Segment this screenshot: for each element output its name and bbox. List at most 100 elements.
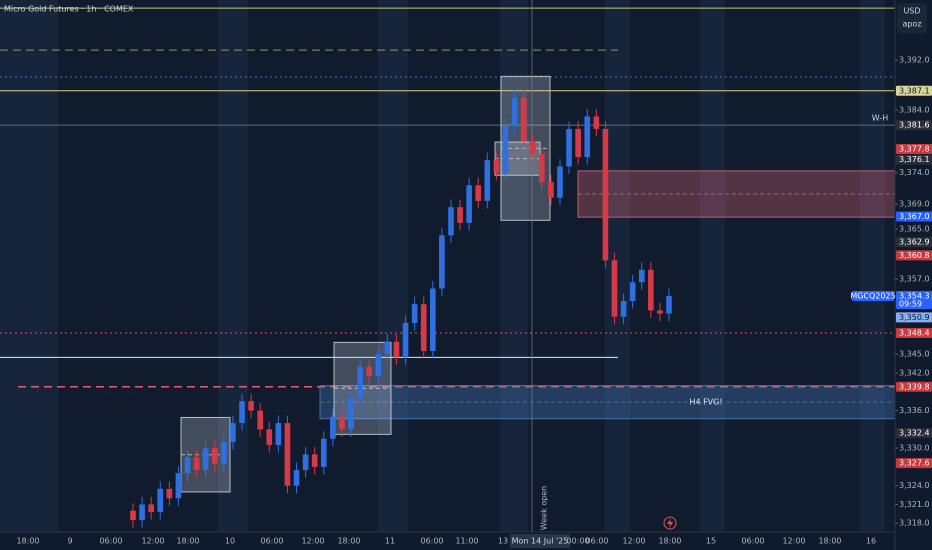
price-badge-label: 3,360.8 xyxy=(899,251,930,260)
x-tick-label: 15 xyxy=(706,537,716,546)
x-tick-label: 11:00 xyxy=(455,537,478,546)
candle-body xyxy=(611,260,618,317)
candle-body xyxy=(148,504,154,512)
price-badge-label: 3,350.9 xyxy=(899,313,930,322)
candle-body xyxy=(439,235,445,289)
week-open-label: Week open xyxy=(540,486,549,530)
y-tick-label: 3,369.0 xyxy=(899,200,930,209)
price-badge xyxy=(896,211,932,222)
session-band xyxy=(500,0,528,532)
fvg-label: H4 FVG! xyxy=(689,398,722,407)
candle-body xyxy=(420,304,427,352)
candle-body xyxy=(529,141,536,154)
candle-body xyxy=(175,473,182,499)
candle-body xyxy=(239,401,245,424)
x-tick-label: Mon 14 Jul '25 xyxy=(512,537,569,546)
y-tick-label: 3,357.0 xyxy=(899,275,930,284)
candle-body xyxy=(375,354,382,377)
y-tick-label: 3,384.0 xyxy=(899,106,930,115)
candle-body xyxy=(457,207,463,223)
price-badge-label: 3,381.6 xyxy=(899,121,930,130)
price-badge-label: 3,348.4 xyxy=(899,328,930,337)
candle-body xyxy=(502,125,509,173)
candle-body xyxy=(266,429,273,446)
currency-box[interactable] xyxy=(897,3,927,33)
x-tick-label: 18:00 xyxy=(337,537,360,546)
candle-body xyxy=(202,448,209,471)
candle-body xyxy=(130,510,136,521)
x-tick-label: 06:00 xyxy=(585,537,608,546)
x-tick-label: 18:00 xyxy=(176,537,199,546)
candle-body xyxy=(221,441,227,464)
price-badge xyxy=(896,327,932,338)
candle-body xyxy=(666,296,672,314)
price-badge xyxy=(896,428,932,439)
candle-body xyxy=(466,185,472,223)
account: apoz xyxy=(902,20,921,29)
candle-body xyxy=(657,310,663,314)
symbol-badge xyxy=(852,291,894,302)
x-tick-label: 12:00 xyxy=(622,537,645,546)
candle-body xyxy=(320,438,327,467)
y-tick-label: 3,321.0 xyxy=(899,500,930,509)
candle-body xyxy=(184,457,191,474)
candle-body xyxy=(629,282,636,302)
chart-title: Micro Gold Futures · 1h · COMEX xyxy=(4,5,134,14)
price-badge xyxy=(896,312,932,323)
candle-body xyxy=(348,398,354,430)
candle-body xyxy=(429,288,436,352)
candle-body xyxy=(638,269,645,283)
x-tick-label: 12:00 xyxy=(301,537,324,546)
candle-body xyxy=(520,97,527,142)
candle-body xyxy=(493,160,500,173)
chart-layer: W-H H4 FVG! Week open xyxy=(0,0,896,532)
price-badge-label: 3,376.1 xyxy=(899,155,930,164)
y-tick-label: 3,324.0 xyxy=(899,481,930,490)
candle-body xyxy=(384,341,391,355)
candle-body xyxy=(566,128,572,167)
countdown: 09:59 xyxy=(899,300,922,309)
candle-body xyxy=(311,454,318,467)
x-tick-label: 10 xyxy=(225,537,235,546)
candle-body xyxy=(284,423,291,486)
price-badge-label: 3,327.6 xyxy=(899,459,930,468)
session-band xyxy=(605,0,630,532)
y-tick-label: 3,342.0 xyxy=(899,369,930,378)
candle-body xyxy=(538,153,545,183)
candle-body xyxy=(648,269,654,311)
candle-body xyxy=(402,322,409,358)
y-tick-label: 3,318.0 xyxy=(899,519,930,528)
session-bands xyxy=(0,0,885,532)
candle-body xyxy=(230,423,236,442)
candle-body xyxy=(330,416,336,439)
y-tick-label: 3,392.0 xyxy=(899,56,930,65)
price-badge-label: 3,367.0 xyxy=(899,212,930,221)
candle-body xyxy=(411,304,418,323)
session-band xyxy=(378,0,408,532)
x-tick-label: 16 xyxy=(866,537,876,546)
price-badge-label: 3,387.1 xyxy=(899,86,930,95)
price-badge xyxy=(896,237,932,248)
candle-body xyxy=(302,454,309,471)
candle-body xyxy=(193,457,200,471)
session-band xyxy=(0,0,58,532)
x-tick-label: 06:00 xyxy=(260,537,283,546)
x-tick-label: 13 xyxy=(498,537,508,546)
x-tick-label: 12:00 xyxy=(782,537,805,546)
candle-body xyxy=(166,488,173,499)
alert-icon[interactable] xyxy=(663,516,677,530)
crosshair-time-box xyxy=(510,534,570,548)
price-badge-label: 3,362.9 xyxy=(899,238,930,247)
x-tick-label: 18:00 xyxy=(16,537,39,546)
candle-body xyxy=(366,366,373,377)
x-tick-label: 18:00 xyxy=(658,537,681,546)
candle-body xyxy=(602,128,609,261)
candle-body xyxy=(293,470,300,486)
y-tick-label: 3,365.0 xyxy=(899,225,930,234)
y-tick-label: 3,374.0 xyxy=(899,168,930,177)
level-label: W-H xyxy=(872,114,889,123)
price-badge-label: 3,339.8 xyxy=(899,382,930,391)
y-tick-label: 3,336.0 xyxy=(899,406,930,415)
candle-body xyxy=(484,160,491,201)
